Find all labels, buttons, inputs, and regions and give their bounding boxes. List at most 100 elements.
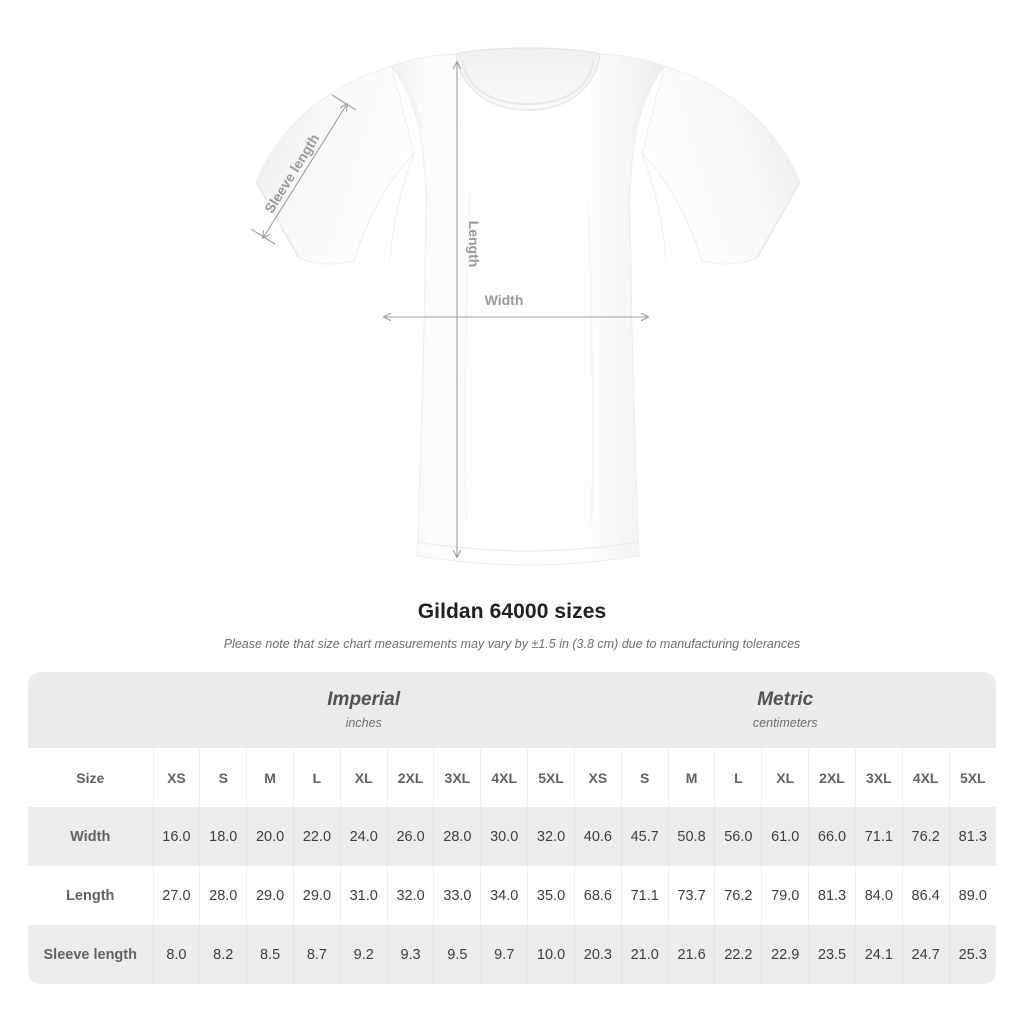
size-header-metric-m: M	[667, 748, 715, 807]
page-title: Gildan 64000 sizes	[417, 600, 607, 623]
cell-length-imperial-xl: 31.0	[339, 866, 388, 925]
size-header-imperial-l: L	[292, 748, 341, 807]
cell-length-metric-xl: 79.0	[761, 866, 809, 925]
cell-width-imperial-xl: 24.0	[339, 807, 388, 866]
cell-width-imperial-3xl: 28.0	[433, 807, 481, 866]
cell-sleeve-length-imperial-xl: 9.2	[339, 925, 388, 984]
t-shirt-diagram: Sleeve length Length Width	[250, 47, 801, 566]
cell-length-metric-4xl: 86.4	[901, 866, 950, 925]
cell-width-imperial-xs: 16.0	[152, 807, 200, 866]
cell-width-imperial-l: 22.0	[292, 807, 341, 866]
cell-sleeve-length-metric-m: 21.6	[667, 925, 715, 984]
cell-length-imperial-s: 28.0	[199, 866, 247, 925]
cell-width-metric-5xl: 81.3	[948, 807, 996, 866]
cell-width-metric-xs: 40.6	[573, 807, 622, 866]
cell-length-imperial-l: 29.0	[292, 866, 341, 925]
cell-sleeve-length-imperial-5xl: 10.0	[527, 925, 575, 984]
size-header-imperial-xl: XL	[339, 748, 388, 807]
cell-length-imperial-5xl: 35.0	[527, 866, 575, 925]
collar-ribbing	[460, 59, 596, 106]
cell-length-metric-s: 71.1	[620, 866, 669, 925]
size-header-metric-3xl: 3XL	[854, 748, 903, 807]
left-shoulder-seam	[395, 69, 423, 131]
size-header-imperial-4xl: 4XL	[480, 748, 528, 807]
cell-length-imperial-4xl: 34.0	[480, 866, 528, 925]
unit-header-imperial: Imperial inches	[153, 672, 575, 748]
right-sleeve-hem	[756, 181, 801, 259]
sleeve-cap-top	[331, 94, 357, 111]
size-header-imperial-xs: XS	[152, 748, 200, 807]
size-header-metric-l: L	[714, 748, 762, 807]
cell-sleeve-length-metric-xs: 20.3	[573, 925, 622, 984]
sleeve-arrow-line	[262, 103, 348, 239]
size-chart-table: Imperial inches Metric centimeters Size …	[28, 672, 996, 984]
cell-sleeve-length-imperial-2xl: 9.3	[386, 925, 434, 984]
cell-width-metric-m: 50.8	[667, 807, 715, 866]
cell-sleeve-length-metric-3xl: 24.1	[854, 925, 903, 984]
cell-width-metric-xl: 61.0	[761, 807, 809, 866]
fabric-fold-2	[587, 199, 594, 525]
unit-header-row: Imperial inches Metric centimeters	[28, 672, 996, 748]
shirt-torso	[391, 53, 665, 566]
size-header-metric-4xl: 4XL	[901, 748, 950, 807]
cell-width-imperial-4xl: 30.0	[480, 807, 528, 866]
size-header-metric-5xl: 5XL	[948, 748, 996, 807]
shirt-body-group	[255, 47, 801, 566]
tolerance-note: Please note that size chart measurements…	[223, 637, 801, 651]
unit-header-metric: Metric centimeters	[574, 672, 996, 748]
size-header-imperial-2xl: 2XL	[386, 748, 434, 807]
bottom-hem	[416, 541, 640, 552]
cell-sleeve-length-metric-2xl: 23.5	[808, 925, 856, 984]
cell-width-metric-s: 45.7	[620, 807, 669, 866]
cell-width-imperial-5xl: 32.0	[527, 807, 575, 866]
size-header-metric-xl: XL	[761, 748, 809, 807]
left-armhole-seam	[389, 153, 415, 263]
cell-sleeve-length-metric-5xl: 25.3	[948, 925, 996, 984]
cell-length-metric-xs: 68.6	[573, 866, 622, 925]
size-chart-table-wrapper: Imperial inches Metric centimeters Size …	[28, 672, 996, 984]
fabric-fold-1	[464, 189, 471, 521]
size-header-imperial-s: S	[199, 748, 247, 807]
cell-sleeve-length-metric-xl: 22.9	[761, 925, 809, 984]
unit-sub-metric: centimeters	[752, 716, 818, 730]
table-row: Sleeve length 8.0 8.2 8.5 8.7 9.2 9.3 9.5 9.7 10.…	[28, 925, 996, 984]
cell-width-metric-4xl: 76.2	[901, 807, 950, 866]
right-sleeve	[641, 65, 801, 265]
cell-sleeve-length-imperial-s: 8.2	[199, 925, 247, 984]
cell-length-imperial-3xl: 33.0	[433, 866, 481, 925]
size-header-metric-s: S	[620, 748, 669, 807]
width-label: Width	[485, 292, 524, 308]
unit-name-imperial: Imperial	[327, 689, 401, 710]
sleeve-cap-bottom	[250, 228, 276, 245]
unit-sub-imperial: inches	[345, 716, 382, 730]
row-label-width: Width	[28, 807, 153, 866]
size-header-imperial-3xl: 3XL	[433, 748, 481, 807]
measurement-lines	[250, 60, 650, 559]
cell-length-metric-m: 73.7	[667, 866, 715, 925]
unit-row-corner	[28, 672, 153, 748]
table-row: Length 27.0 28.0 29.0 29.0 31.0 32.0 33.0 34.0 35…	[28, 866, 996, 925]
cell-width-imperial-s: 18.0	[199, 807, 247, 866]
size-header-label: Size	[28, 748, 153, 807]
cell-sleeve-length-metric-4xl: 24.7	[901, 925, 950, 984]
cell-width-metric-l: 56.0	[714, 807, 762, 866]
size-header-metric-2xl: 2XL	[808, 748, 856, 807]
cell-width-metric-2xl: 66.0	[808, 807, 856, 866]
cell-width-imperial-2xl: 26.0	[386, 807, 434, 866]
right-shoulder-seam	[633, 69, 661, 131]
cell-length-metric-5xl: 89.0	[948, 866, 996, 925]
cell-length-imperial-2xl: 32.0	[386, 866, 434, 925]
cell-length-metric-l: 76.2	[714, 866, 762, 925]
unit-name-metric: Metric	[757, 689, 814, 710]
cell-sleeve-length-imperial-xs: 8.0	[152, 925, 200, 984]
cell-length-imperial-xs: 27.0	[152, 866, 200, 925]
cell-length-metric-3xl: 84.0	[854, 866, 903, 925]
length-label: Length	[466, 221, 482, 268]
neckline	[455, 47, 601, 111]
table-row: Width 16.0 18.0 20.0 22.0 24.0 26.0 28.0 30.0 32.…	[28, 807, 996, 866]
title-block: Gildan 64000 sizes Please note that size…	[0, 598, 1024, 652]
cell-sleeve-length-imperial-l: 8.7	[292, 925, 341, 984]
left-sleeve	[255, 65, 415, 265]
size-header-imperial-5xl: 5XL	[527, 748, 575, 807]
cell-sleeve-length-imperial-m: 8.5	[246, 925, 294, 984]
